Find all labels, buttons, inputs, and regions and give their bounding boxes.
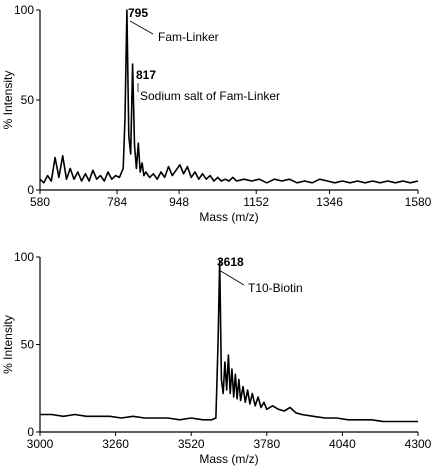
x-axis-title: Mass (m/z) [199, 452, 258, 466]
y-tick-label: 50 [21, 338, 35, 352]
spectrum-t10-biotin: 0 50 100 3000 3260 3520 3780 4040 4300 Mass (m/z)… [1, 250, 432, 466]
annotation-label: Sodium salt of Fam-Linker [140, 89, 280, 103]
x-tick-label: 1346 [316, 195, 343, 209]
y-tick-label: 50 [21, 93, 35, 107]
spectrum-line [39, 9, 419, 184]
y-tick-label: 0 [27, 425, 34, 439]
y-tick-label: 0 [27, 183, 34, 197]
x-tick-label: 784 [107, 195, 127, 209]
annotation-arrow [129, 20, 154, 35]
spectrum-fam-linker: 0 50 100 580 784 948 1152 1346 1580 Mass (m/z) % I… [1, 3, 432, 224]
spectrum-line [40, 259, 418, 423]
y-tick-label: 100 [14, 250, 34, 264]
x-tick-label: 3000 [27, 437, 54, 451]
x-axis-title: Mass (m/z) [199, 210, 258, 224]
y-tick-label: 100 [14, 3, 34, 17]
peak-mass-label: 3618 [217, 255, 244, 269]
x-tick-label: 948 [169, 195, 189, 209]
peak-mass-label: 795 [128, 6, 148, 20]
peak-mass-label: 817 [136, 68, 156, 82]
annotation-label: Fam-Linker [158, 30, 219, 44]
x-tick-label: 4040 [329, 437, 356, 451]
x-tick-label: 3780 [253, 437, 280, 451]
x-tick-label: 4300 [405, 437, 432, 451]
x-tick-label: 3520 [178, 437, 205, 451]
x-tick-label: 1580 [405, 195, 432, 209]
axis-frame [39, 257, 418, 433]
annotation-label: T10-Biotin [248, 281, 303, 295]
y-axis-title: % Intensity [1, 71, 15, 130]
x-tick-label: 3260 [102, 437, 129, 451]
y-axis-title: % Intensity [1, 315, 15, 374]
x-tick-label: 580 [30, 195, 50, 209]
annotation-arrow [218, 269, 245, 286]
x-tick-label: 1152 [243, 195, 269, 209]
